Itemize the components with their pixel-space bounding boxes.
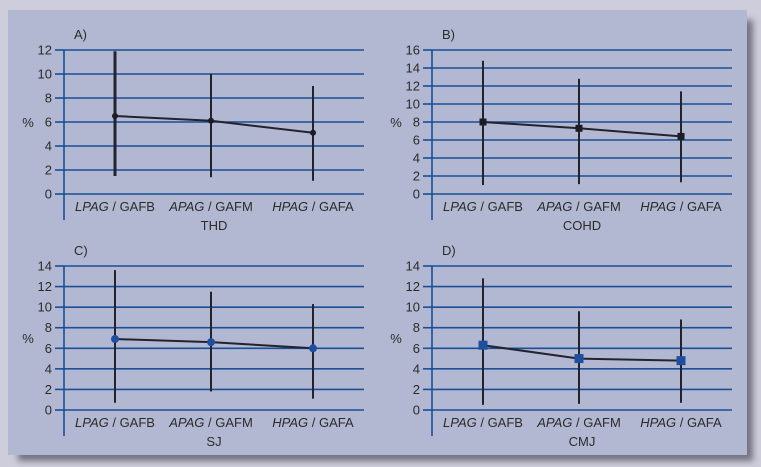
y-tick-label: 2 [413,169,420,184]
x-axis-title: SJ [206,434,221,449]
x-category-label: HPAG / GAFA [272,415,354,430]
x-category-label: APAG / GAFM [536,415,621,430]
y-tick-label: 16 [406,43,420,58]
y-tick-label: 14 [38,259,52,274]
y-tick-label: 12 [38,279,52,294]
y-tick-label: 6 [413,341,420,356]
y-tick-label: 14 [406,61,420,76]
chart-panel-a: 0 2 4 6 8 10 12% A) LPAG / GAFB APAG / GAFM HPAG /… [22,27,364,233]
x-category-label: APAG / GAFM [536,199,621,214]
y-tick-label: 0 [45,187,52,202]
panel-letter: B) [442,27,455,42]
y-tick-label: 14 [406,259,420,274]
data-point [112,113,118,119]
x-category-label: LPAG / GAFB [75,199,155,214]
y-axis-label: % [22,115,34,130]
y-tick-label: 4 [45,361,52,376]
chart-panel-d: 0 2 4 6 8 10 12 14% D) LPAG / GAFB APAG / GAFM HPAG… [390,243,732,449]
y-tick-label: 4 [45,139,52,154]
y-tick-label: 10 [406,300,420,315]
x-category-label: HPAG / GAFA [640,415,722,430]
y-tick-label: 0 [413,403,420,418]
y-tick-label: 0 [45,403,52,418]
figure-panel: 0 2 4 6 8 10 12% A) LPAG / GAFB APAG / GAFM HPAG /… [8,10,747,455]
y-tick-label: 2 [45,163,52,178]
y-tick-label: 10 [406,97,420,112]
data-point [575,124,583,132]
panel-letter: A) [74,27,87,42]
panel-letter: D) [442,243,456,258]
data-point [207,338,215,347]
data-point [479,118,487,126]
x-category-label: HPAG / GAFA [272,199,354,214]
data-point [478,340,488,350]
y-tick-label: 12 [406,279,420,294]
x-category-label: APAG / GAFM [168,199,253,214]
y-tick-label: 12 [406,79,420,94]
x-category-label: APAG / GAFM [168,415,253,430]
x-category-label: LPAG / GAFB [75,415,155,430]
data-point [310,129,316,136]
y-tick-label: 8 [45,320,52,335]
data-point [677,132,685,140]
y-tick-label: 4 [413,361,420,376]
y-tick-label: 6 [45,341,52,356]
panel-letter: C) [74,243,88,258]
x-axis-title: COHD [563,218,601,233]
x-category-label: LPAG / GAFB [443,415,523,430]
y-tick-label: 8 [413,320,420,335]
x-category-label: LPAG / GAFB [443,199,523,214]
x-axis-title: CMJ [569,434,596,449]
y-tick-label: 8 [45,91,52,106]
y-tick-label: 12 [38,43,52,58]
y-tick-label: 6 [45,115,52,130]
y-tick-label: 10 [38,67,52,82]
x-category-label: HPAG / GAFA [640,199,722,214]
series-line [114,115,314,134]
y-tick-label: 2 [413,382,420,397]
y-tick-label: 4 [413,151,420,166]
y-axis-label: % [390,115,402,130]
data-point [676,356,686,366]
y-tick-label: 2 [45,382,52,397]
y-axis-label: % [22,331,34,346]
y-tick-label: 8 [413,115,420,130]
data-point [574,354,584,364]
data-point [309,344,317,353]
y-tick-label: 6 [413,133,420,148]
chart-panel-b: 0 2 4 6 8 10 12 14 16% B) LPAG / GAFB APAG / GAFM HP… [390,27,732,233]
y-tick-label: 0 [413,187,420,202]
data-point [111,335,119,344]
data-point [208,117,214,124]
chart-panel-c: 0 2 4 6 8 10 12 14% C) LPAG / GAFB APAG / GAFM HPAG… [22,243,364,449]
y-axis-label: % [390,331,402,346]
x-axis-title: THD [201,218,228,233]
y-tick-label: 10 [38,300,52,315]
